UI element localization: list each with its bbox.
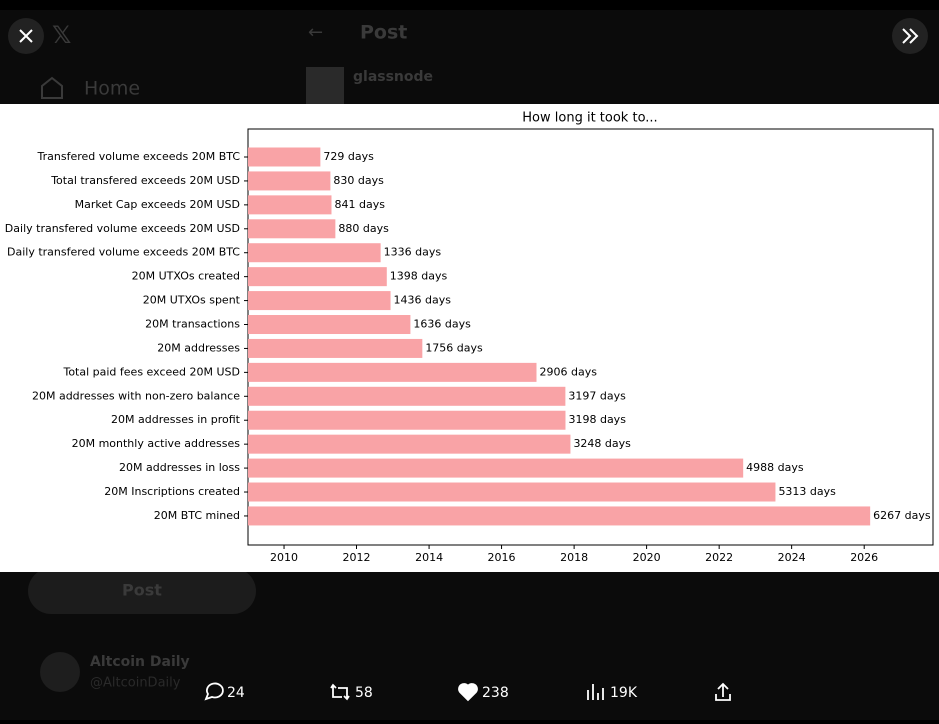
bar [248,458,744,478]
y-tick-label: Total transfered exceeds 20M USD [50,174,240,187]
x-tick-label: 2024 [778,551,806,564]
y-tick-label: 20M UTXOs created [132,270,240,283]
value-label: 1398 days [390,270,448,283]
bar [248,338,423,358]
suggest-handle: @AltcoinDaily [90,676,181,691]
reply-count: 24 [227,685,245,701]
x-tick-label: 2018 [560,551,588,564]
value-label: 880 days [338,222,389,235]
y-tick-label: 20M addresses [157,341,240,354]
value-label: 1436 days [394,294,452,307]
value-label: 841 days [334,198,385,211]
avatar [306,67,344,105]
author[interactable]: glassnode [353,69,433,85]
suggest-avatar [40,652,80,692]
bar [248,195,332,215]
value-label: 6267 days [873,509,931,522]
value-label: 3248 days [573,437,631,450]
value-label: 1756 days [425,341,483,354]
bar [248,147,321,167]
y-tick-label: 20M transactions [145,318,240,331]
bar [248,267,387,287]
y-tick-label: Transfered volume exceeds 20M BTC [37,150,241,163]
bar [248,315,411,335]
value-label: 5313 days [778,485,836,498]
y-tick-label: 20M monthly active addresses [72,437,241,450]
y-tick-label: Total paid fees exceed 20M USD [62,365,240,378]
header-title: Post [360,22,407,44]
chart-title: How long it took to... [522,111,657,126]
back-arrow[interactable]: ← [308,22,323,43]
value-label: 830 days [333,174,384,187]
value-label: 3197 days [568,389,626,402]
plot: 2010 2012 2014 2016 2018 2020 2022 2024 2026 Tran… [5,147,931,564]
bar [248,362,537,382]
bar [248,219,336,239]
views-icon[interactable] [587,684,604,700]
value-label: 3198 days [568,413,626,426]
reply-icon[interactable] [204,682,224,701]
like-icon[interactable] [458,683,478,702]
x-tick-label: 2022 [705,551,733,564]
repost-count: 58 [355,685,373,701]
value-label: 1636 days [413,318,471,331]
value-label: 4988 days [746,461,804,474]
bar [248,506,871,526]
plot-frame [247,128,934,546]
y-tick-label: 20M addresses with non-zero balance [32,389,240,402]
x-tick-label: 2012 [343,551,371,564]
x-tick-label: 2020 [633,551,661,564]
y-tick-label: 20M addresses in loss [119,461,240,474]
suggest-name[interactable]: Altcoin Daily [90,654,190,670]
x-tick-label: 2026 [850,551,878,564]
y-tick-label: 20M Inscriptions created [104,485,240,498]
like-count: 238 [482,685,509,701]
y-tick-label: Market Cap exceeds 20M USD [75,198,240,211]
bar [248,434,571,454]
bar [248,291,391,311]
bar [248,243,381,263]
y-tick-label: 20M UTXOs spent [143,294,241,307]
share-icon[interactable] [715,682,731,701]
x-logo: 𝕏 [52,21,71,49]
close-icon [19,29,33,43]
y-tick-label: Daily transfered volume exceeds 20M USD [5,222,240,235]
expand-icon [902,28,919,44]
repost-icon[interactable] [330,683,350,701]
y-tick-label: Daily transfered volume exceeds 20M BTC [7,246,240,259]
value-label: 2906 days [539,365,597,378]
top-strip [0,0,939,10]
y-tick-label: 20M addresses in profit [111,413,241,426]
view-count: 19K [610,685,638,701]
home-icon [41,76,63,99]
post-button-label[interactable]: Post [122,581,162,600]
x-tick-label: 2016 [488,551,516,564]
post-button[interactable] [28,568,256,614]
y-tick-label: 20M BTC mined [154,509,240,522]
bar [248,482,776,502]
x-tick-label: 2010 [270,551,298,564]
nav-home[interactable]: Home [84,78,140,100]
x-tick-label: 2014 [415,551,443,564]
action-bar [204,682,731,702]
bar [248,410,566,430]
value-label: 729 days [323,150,374,163]
bar [248,386,566,406]
bar [248,171,331,191]
value-label: 1336 days [384,246,442,259]
